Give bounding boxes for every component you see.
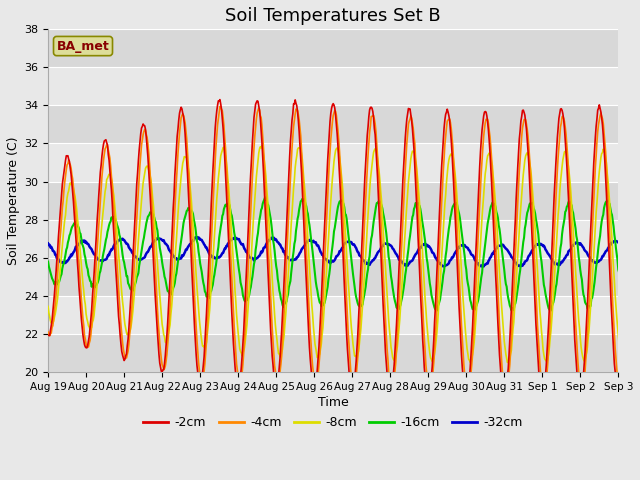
-32cm (415, 246, 423, 252)
Y-axis label: Soil Temperature (C): Soil Temperature (C) (7, 136, 20, 265)
-32cm (450, 253, 458, 259)
-32cm (258, 250, 266, 255)
-32cm (44, 240, 52, 246)
Bar (48, 219, 618, 258)
-8cm (450, 157, 458, 163)
-2cm (216, 97, 224, 103)
-2cm (258, 139, 266, 145)
-8cm (504, 360, 511, 365)
-8cm (415, 200, 423, 206)
-2cm (44, 332, 52, 338)
-8cm (281, 321, 289, 327)
-4cm (44, 329, 52, 335)
Line: -4cm: -4cm (48, 107, 640, 394)
-16cm (44, 259, 52, 264)
-32cm (480, 264, 488, 269)
Bar (48, 67, 618, 106)
-16cm (227, 211, 235, 216)
Bar (48, 296, 618, 334)
Title: Soil Temperatures Set B: Soil Temperatures Set B (225, 7, 441, 25)
-2cm (116, 322, 124, 327)
-4cm (281, 295, 289, 301)
-16cm (415, 203, 423, 209)
Bar (48, 258, 618, 296)
-4cm (116, 299, 124, 304)
-16cm (547, 308, 554, 314)
-32cm (193, 234, 200, 240)
Bar (48, 334, 618, 372)
-2cm (415, 267, 423, 273)
-16cm (257, 207, 265, 213)
-32cm (228, 236, 236, 242)
-8cm (258, 143, 266, 148)
Bar (48, 144, 618, 181)
Legend: -2cm, -4cm, -8cm, -16cm, -32cm: -2cm, -4cm, -8cm, -16cm, -32cm (138, 411, 528, 434)
-4cm (258, 122, 266, 128)
-16cm (261, 194, 269, 200)
-32cm (281, 251, 289, 257)
Bar (48, 29, 618, 67)
-8cm (44, 303, 52, 309)
-32cm (116, 238, 124, 243)
-16cm (116, 232, 124, 238)
-2cm (450, 180, 458, 185)
-4cm (450, 156, 458, 162)
-2cm (281, 259, 289, 264)
X-axis label: Time: Time (318, 396, 349, 408)
Line: -16cm: -16cm (48, 197, 640, 311)
Text: BA_met: BA_met (56, 39, 109, 52)
-2cm (228, 311, 236, 316)
Bar (48, 106, 618, 144)
-8cm (257, 145, 265, 151)
Line: -8cm: -8cm (48, 145, 640, 362)
Bar (48, 181, 618, 219)
-2cm (463, 395, 470, 400)
-16cm (281, 300, 289, 306)
-4cm (502, 391, 509, 396)
-4cm (216, 104, 224, 109)
Line: -2cm: -2cm (48, 100, 640, 397)
Line: -32cm: -32cm (48, 237, 640, 266)
-4cm (228, 276, 236, 281)
-8cm (116, 260, 124, 265)
-8cm (227, 222, 235, 228)
-4cm (415, 232, 423, 238)
-16cm (450, 203, 458, 208)
